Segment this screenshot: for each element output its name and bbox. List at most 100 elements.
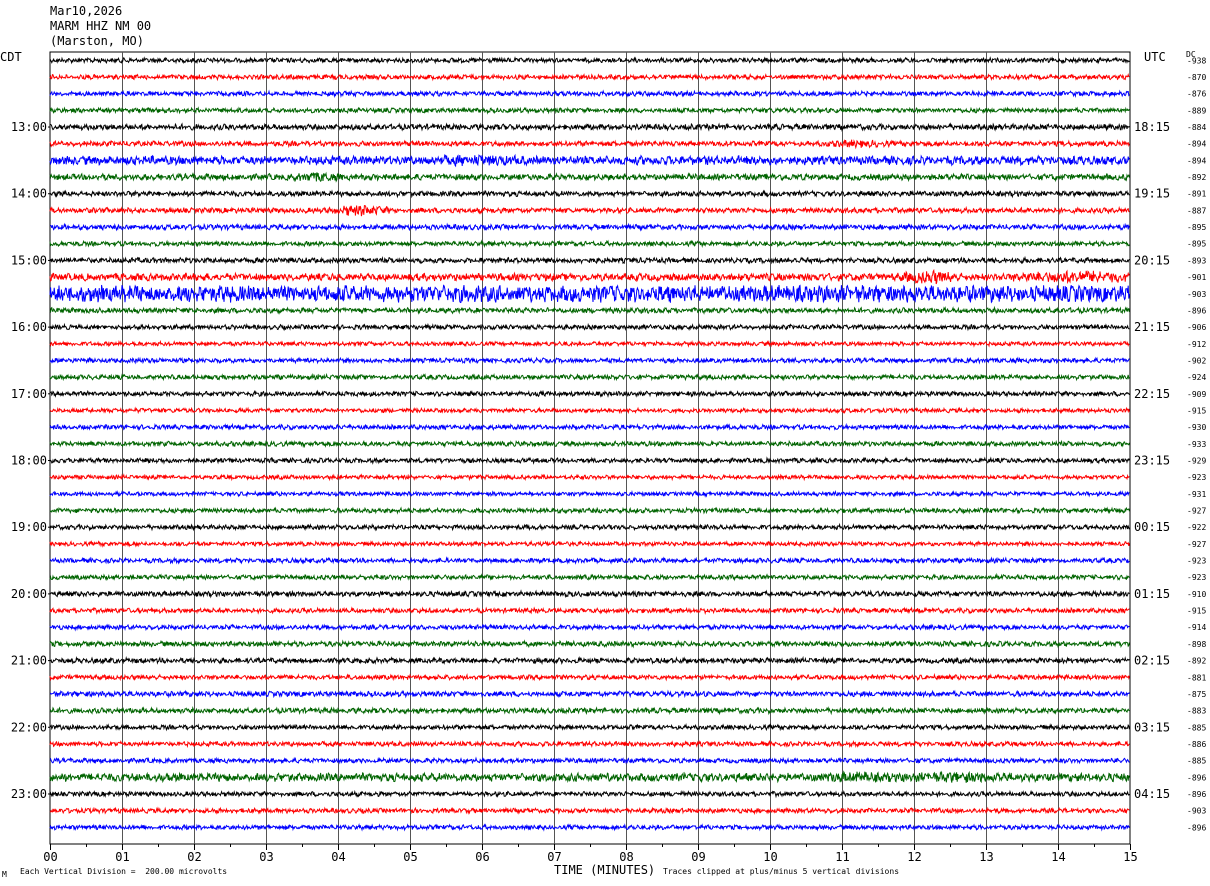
trace-row-43 xyxy=(49,756,1130,765)
dc-offset-label: -885 xyxy=(1187,723,1206,732)
trace-row-36 xyxy=(49,639,1130,649)
trace-row-25 xyxy=(49,456,1130,465)
dc-offset-label: -895 xyxy=(1187,240,1206,249)
trace-row-2 xyxy=(49,72,1130,82)
dc-offset-label: -886 xyxy=(1187,740,1206,749)
x-tick-label: 09 xyxy=(691,850,705,864)
trace-row-45 xyxy=(49,789,1130,799)
header-station: MARM HHZ NM 00 xyxy=(50,19,152,33)
dc-offset-label: -883 xyxy=(1187,707,1206,716)
x-tick-label: 04 xyxy=(331,850,345,864)
trace-row-18 xyxy=(49,339,1130,348)
dc-offset-label: -891 xyxy=(1187,190,1206,199)
trace-row-35 xyxy=(49,622,1130,632)
x-tick-label: 11 xyxy=(835,850,849,864)
left-hour-label: 16:00 xyxy=(11,320,47,334)
trace-row-8 xyxy=(49,171,1130,183)
dc-offset-label: -896 xyxy=(1187,306,1206,315)
right-hour-label: 19:15 xyxy=(1134,187,1170,201)
right-hour-label: 23:15 xyxy=(1134,454,1170,468)
dc-offset-label: -898 xyxy=(1187,640,1206,649)
x-tick-label: 12 xyxy=(907,850,921,864)
dc-offset-label: -933 xyxy=(1187,440,1206,449)
dc-offset-label: -923 xyxy=(1187,557,1206,566)
dc-offset-label: -892 xyxy=(1187,173,1206,182)
dc-offset-label: -885 xyxy=(1187,757,1206,766)
dc-offset-label: -929 xyxy=(1187,457,1206,466)
trace-row-16 xyxy=(49,305,1130,315)
dc-offset-label: -922 xyxy=(1187,523,1206,532)
right-hour-label: 18:15 xyxy=(1134,120,1170,134)
dc-offset-label: -896 xyxy=(1187,773,1206,782)
dc-offset-label: -923 xyxy=(1187,573,1206,582)
trace-row-47 xyxy=(49,823,1130,832)
left-hour-label: 18:00 xyxy=(11,454,47,468)
right-hour-label: 20:15 xyxy=(1134,253,1170,267)
trace-row-9 xyxy=(49,189,1130,199)
trace-row-7 xyxy=(49,153,1130,168)
trace-row-3 xyxy=(49,89,1130,99)
right-hour-label: 04:15 xyxy=(1134,787,1170,801)
right-hour-label: 00:15 xyxy=(1134,520,1170,534)
x-tick-label: 10 xyxy=(763,850,777,864)
dc-offset-label: -876 xyxy=(1187,90,1206,99)
dc-offset-label: -938 xyxy=(1187,56,1206,65)
dc-offset-label: -927 xyxy=(1187,540,1206,549)
clip-note: Traces clipped at plus/minus 5 vertical … xyxy=(663,867,900,876)
left-hour-label: 13:00 xyxy=(11,120,47,134)
trace-row-38 xyxy=(49,672,1130,682)
x-tick-label: 01 xyxy=(115,850,129,864)
dc-offset-label: -903 xyxy=(1187,290,1206,299)
dc-offset-label: -889 xyxy=(1187,106,1206,115)
x-tick-label: 03 xyxy=(259,850,273,864)
dc-offset-label: -924 xyxy=(1187,373,1206,382)
trace-row-41 xyxy=(49,723,1130,732)
dc-offset-label: -892 xyxy=(1187,657,1206,666)
x-tick-label: 02 xyxy=(187,850,201,864)
dc-offset-label: -884 xyxy=(1187,123,1206,132)
left-hour-label: 15:00 xyxy=(11,253,47,267)
dc-offset-label: -896 xyxy=(1187,823,1206,832)
right-hour-label: 22:15 xyxy=(1134,387,1170,401)
x-tick-label: 15 xyxy=(1123,850,1137,864)
x-axis-title: TIME (MINUTES) xyxy=(554,863,656,877)
dc-offset-label: -915 xyxy=(1187,607,1206,616)
trace-row-5 xyxy=(49,122,1130,132)
trace-row-20 xyxy=(49,372,1130,382)
dc-offset-label: -881 xyxy=(1187,673,1206,682)
trace-row-13 xyxy=(49,255,1130,265)
left-timezone-label: CDT xyxy=(0,50,22,64)
dc-offset-label: -914 xyxy=(1187,623,1206,632)
dc-offset-label: -870 xyxy=(1187,73,1206,82)
trace-row-31 xyxy=(49,556,1130,565)
dc-offset-label: -931 xyxy=(1187,490,1206,499)
left-hour-label: 23:00 xyxy=(11,787,47,801)
dc-offset-label: -894 xyxy=(1187,140,1206,149)
right-hour-label: 02:15 xyxy=(1134,654,1170,668)
header-date: Mar10,2026 xyxy=(50,4,123,18)
x-tick-label: 13 xyxy=(979,850,993,864)
trace-row-44 xyxy=(49,770,1130,784)
dc-offset-label: -902 xyxy=(1187,356,1206,365)
trace-row-29 xyxy=(49,522,1130,532)
trace-row-6 xyxy=(49,139,1130,150)
right-hour-label: 03:15 xyxy=(1134,720,1170,734)
trace-row-17 xyxy=(49,322,1130,332)
right-hour-label: 21:15 xyxy=(1134,320,1170,334)
trace-row-1 xyxy=(49,55,1130,65)
trace-row-39 xyxy=(49,689,1130,699)
header-location: (Marston, MO) xyxy=(50,34,144,48)
corner-mark: M xyxy=(2,870,7,879)
dc-offset-label: -909 xyxy=(1187,390,1206,399)
left-hour-label: 17:00 xyxy=(11,387,47,401)
trace-row-32 xyxy=(49,572,1130,582)
dc-offset-label: -875 xyxy=(1187,690,1206,699)
trace-row-23 xyxy=(49,422,1130,432)
trace-row-34 xyxy=(49,606,1130,615)
trace-row-26 xyxy=(49,473,1130,482)
left-hour-label: 22:00 xyxy=(11,720,47,734)
trace-row-15 xyxy=(49,284,1130,304)
trace-row-42 xyxy=(49,739,1130,749)
right-hour-label: 01:15 xyxy=(1134,587,1170,601)
